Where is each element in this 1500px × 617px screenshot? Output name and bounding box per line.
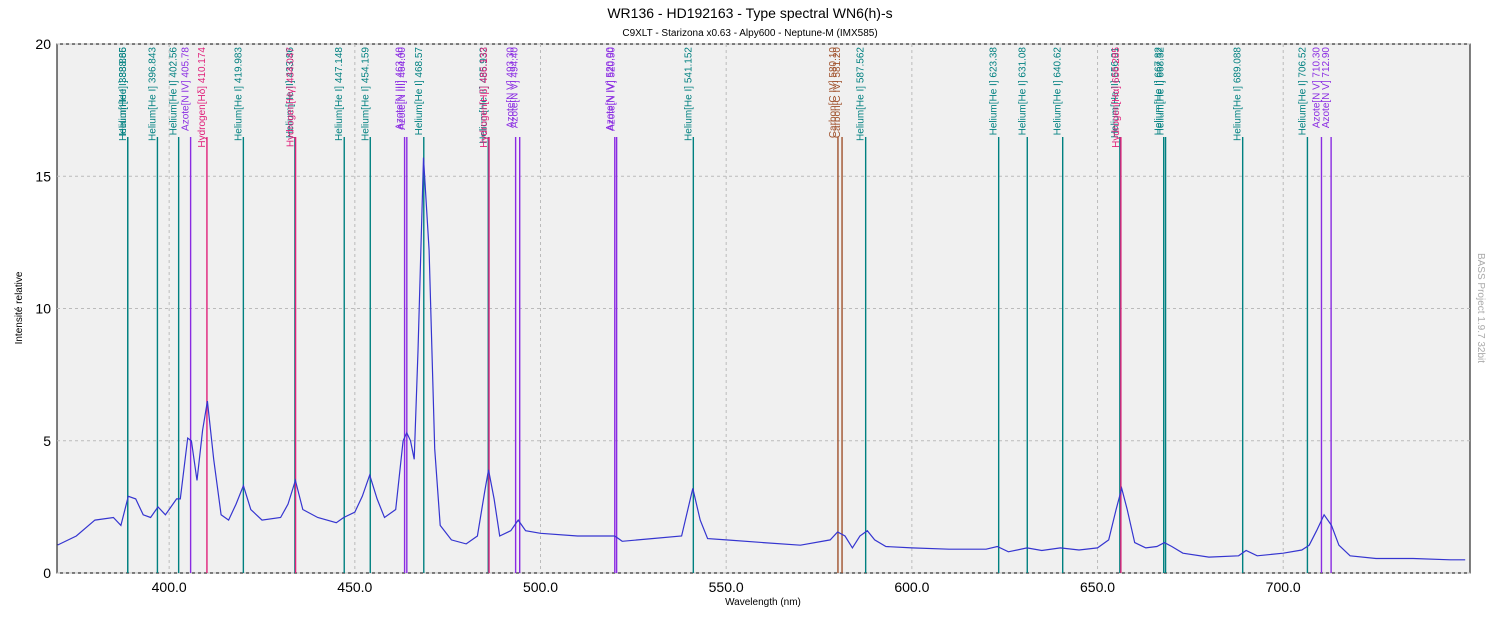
y-tick-label: 0 bbox=[43, 565, 51, 581]
spectral-line-label: Helium[He I] 388.865 bbox=[118, 47, 129, 141]
spectral-line-label: Azote[N IV] 520.50 bbox=[607, 47, 618, 131]
spectral-line-label: Helium[He I] 640.62 bbox=[1053, 47, 1064, 136]
chart-title: WR136 - HD192163 - Type spectral WN6(h)-… bbox=[607, 5, 892, 21]
x-tick-label: 650.0 bbox=[1080, 579, 1115, 595]
x-tick-label: 700.0 bbox=[1266, 579, 1301, 595]
spectral-line-label: Helium[He II] 656.01 bbox=[1110, 47, 1121, 139]
x-tick-label: 450.0 bbox=[337, 579, 372, 595]
spectral-line-label: Hydrogen[Hβ] 486.133 bbox=[479, 47, 490, 148]
spectral-line-label: Azote[N V] 712.90 bbox=[1321, 47, 1332, 129]
y-tick-label: 20 bbox=[35, 36, 51, 52]
spectral-line-label: Helium[He I] 623.38 bbox=[989, 47, 1000, 136]
spectral-line-label: Helium[He I] 454.159 bbox=[360, 47, 371, 141]
spectral-line-label: Carbon[C IV] 580.10 bbox=[828, 47, 839, 139]
spectral-line-label: Helium[He I] 587.562 bbox=[856, 47, 867, 141]
spectral-line-label: Helium[He II] 485.932 bbox=[478, 47, 489, 144]
spectral-line-label: Azote[N V] 493.30 bbox=[506, 47, 517, 129]
spectrum-line bbox=[57, 157, 1466, 561]
y-tick-label: 10 bbox=[35, 301, 51, 317]
spectral-line-label: Helium[He I] 468.57 bbox=[414, 47, 425, 136]
x-axis-label: Wavelength (nm) bbox=[725, 597, 801, 608]
spectral-line-label: Hydrogen[Hδ] 410.174 bbox=[197, 47, 208, 148]
spectral-line-label: Azote[N III] 463.40 bbox=[395, 47, 406, 130]
y-tick-label: 5 bbox=[43, 433, 51, 449]
chart-subtitle: C9XLT - Starizona x0.63 - Alpy600 - Nept… bbox=[622, 28, 877, 39]
spectral-line-label: Helium[He I] 419.983 bbox=[233, 47, 244, 141]
spectral-line-label: Helium[He I] 447.148 bbox=[334, 47, 345, 141]
spectral-line-label: Azote[N III] 464.00 bbox=[397, 47, 408, 130]
spectral-line-label: Helium[He I] 667.82 bbox=[1154, 47, 1165, 136]
spectral-line-label: Helium[He I] 541.152 bbox=[683, 47, 694, 141]
y-axis-label: Intensité relative bbox=[14, 271, 25, 344]
watermark: BASS Project 1.9.7 32bit bbox=[1475, 253, 1486, 363]
spectral-line-label: Azote[N V] 710.30 bbox=[1311, 47, 1322, 129]
spectral-line-label: Carbon[C IV] 581.20 bbox=[832, 47, 843, 139]
spectral-line-label: Helium[He I] 402.56 bbox=[169, 47, 180, 136]
spectral-line-label: Helium[He I] 689.088 bbox=[1233, 47, 1244, 141]
y-tick-label: 15 bbox=[35, 168, 51, 184]
x-tick-label: 500.0 bbox=[523, 579, 558, 595]
spectral-line-label: Helium[He I] 668.32 bbox=[1156, 47, 1167, 136]
spectral-line-label: Azote[N V] 494.40 bbox=[510, 47, 521, 129]
spectral-line-label: Azote[N IV] 405.78 bbox=[181, 47, 192, 131]
spectral-line-label: Helium[He II] 433.86 bbox=[285, 47, 296, 139]
spectral-line-label: Hydrogen[Hγ] 434.047 bbox=[286, 47, 297, 148]
spectral-line-label: Helium[He I] 706.52 bbox=[1297, 47, 1308, 136]
x-tick-label: 600.0 bbox=[894, 579, 929, 595]
x-tick-label: 550.0 bbox=[709, 579, 744, 595]
spectral-line-label: Helium[He I] 388.86 bbox=[118, 47, 129, 136]
spectral-line-label: Azote[N IV] 520.00 bbox=[605, 47, 616, 131]
spectral-line-label: Hydrogen[Hα] 656.285 bbox=[1111, 47, 1122, 148]
x-tick-label: 400.0 bbox=[152, 579, 187, 595]
spectral-line-label: Helium[He I] 631.08 bbox=[1017, 47, 1028, 136]
spectral-line-label: Helium[He I] 396.843 bbox=[147, 47, 158, 141]
